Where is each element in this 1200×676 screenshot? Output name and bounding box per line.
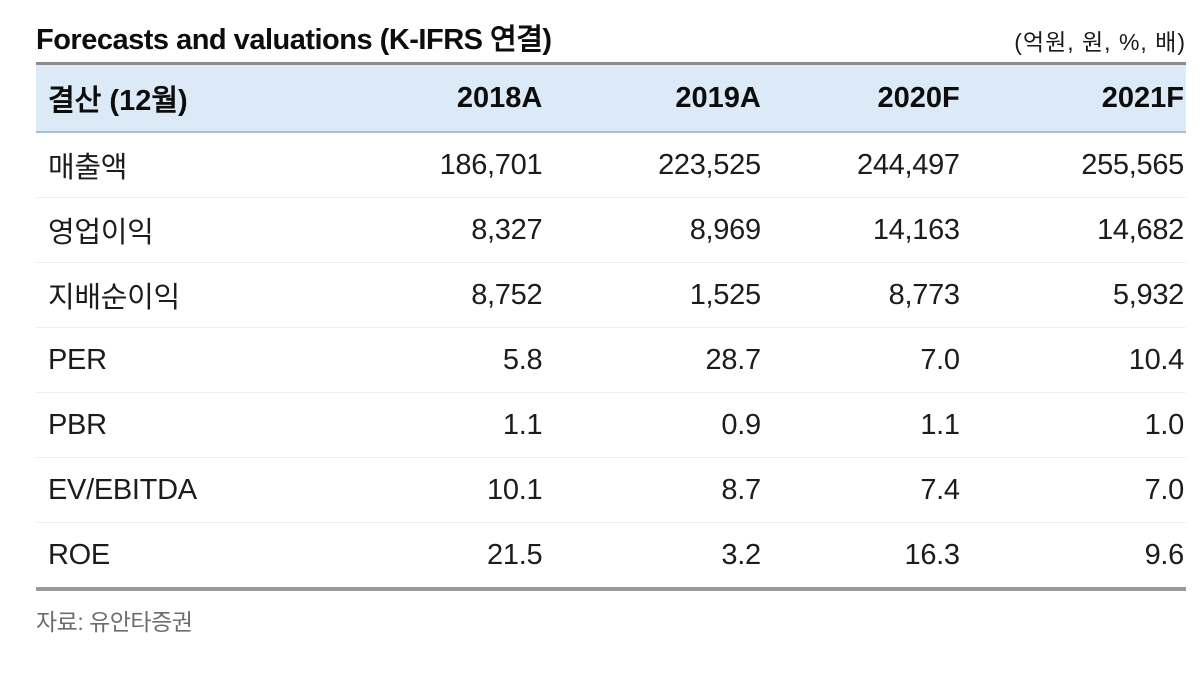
cell-value: 10.4 [961,327,1186,393]
cell-value: 8,969 [544,197,763,263]
row-label: ROE [48,538,110,571]
cell-value: 3.2 [721,538,761,571]
cell-value: 14,682 [961,197,1186,263]
row-label: 지배순이익 [36,262,393,328]
row-label: 매출액 [36,132,393,198]
cell-value: 0.9 [544,392,763,458]
header-2019a: 2019A [544,63,763,133]
cell-value: 8.7 [544,457,763,523]
table-row: PER 5.8 28.7 7.0 10.4 [36,327,1186,393]
cell-value: 16.3 [904,538,960,571]
row-label: EV/EBITDA [36,457,393,523]
cell-value: 8,773 [762,262,962,328]
table-row: EV/EBITDA 10.1 8.7 7.4 7.0 [36,457,1186,523]
source-note: 자료: 유안타증권 [36,609,193,635]
cell-value: 5.8 [392,327,545,393]
table-row: 지배순이익 8,752 1,525 8,773 5,932 [36,262,1186,328]
table-row: 영업이익 8,327 8,969 14,163 14,682 [36,197,1186,263]
row-label: PBR [36,392,393,458]
header-2021f: 2021F [961,63,1186,133]
cell-value: 28.7 [544,327,763,393]
cell-value: 255,565 [961,132,1186,198]
cell-value: 21.5 [487,538,543,571]
table-row: ROE 21.5 3.2 16.3 9.6 [36,523,1186,590]
cell-value: 1.0 [961,392,1186,458]
cell-value: 223,525 [544,132,763,198]
title-bar: Forecasts and valuations (K-IFRS 연결) (억원… [36,10,1186,62]
cell-value: 14,163 [762,197,962,263]
cell-value: 244,497 [762,132,962,198]
cell-value: 8,327 [392,197,545,263]
table-header-row: 결산 (12월) 2018A 2019A 2020F 2021F [36,63,1186,133]
cell-value: 7.0 [762,327,962,393]
cell-value: 1.1 [392,392,545,458]
cell-value: 8,752 [392,262,545,328]
row-label: 영업이익 [36,197,393,263]
cell-value: 10.1 [392,457,545,523]
cell-value: 5,932 [961,262,1186,328]
row-label: PER [36,327,393,393]
header-fiscal-label: 결산 (12월) [36,63,393,133]
forecasts-valuations-table: 결산 (12월) 2018A 2019A 2020F 2021F 매출액 186… [36,62,1186,591]
cell-value: 1.1 [762,392,962,458]
cell-value: 9.6 [1144,538,1185,571]
table-title: Forecasts and valuations (K-IFRS 연결) [36,24,552,56]
cell-value: 186,701 [392,132,545,198]
table-row: 매출액 186,701 223,525 244,497 255,565 [36,132,1186,198]
units-note: (억원, 원, %, 배) [1014,29,1186,55]
cell-value: 7.0 [961,457,1186,523]
cell-value: 7.4 [762,457,962,523]
cell-value: 1,525 [544,262,763,328]
table-row: PBR 1.1 0.9 1.1 1.0 [36,392,1186,458]
header-2020f: 2020F [762,63,962,133]
header-2018a: 2018A [392,63,545,133]
